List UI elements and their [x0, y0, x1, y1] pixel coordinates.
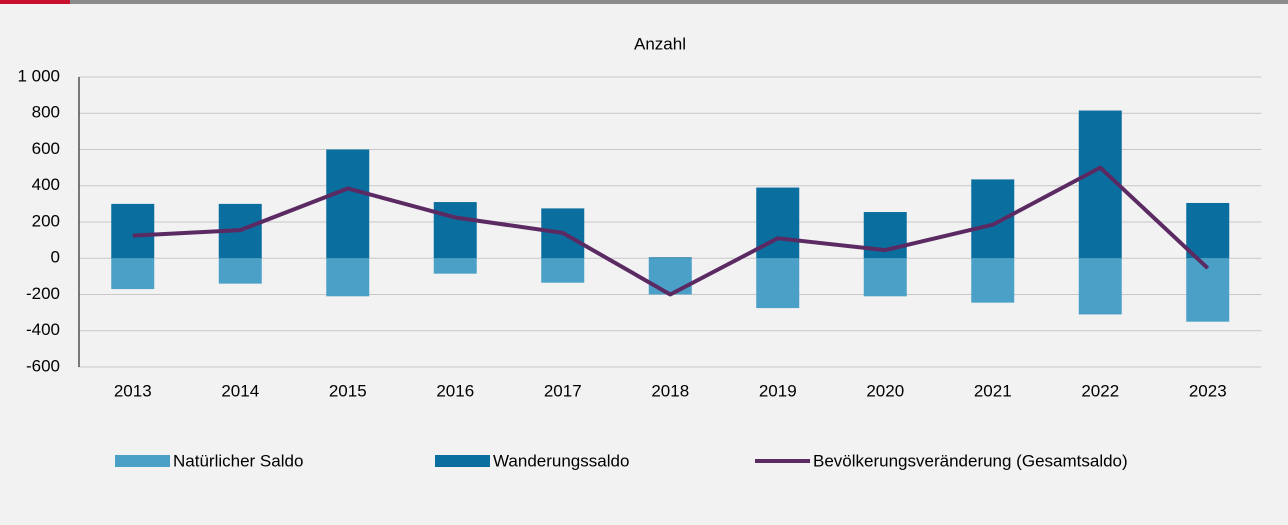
chart-title: Anzahl — [634, 34, 686, 53]
x-tick-label: 2018 — [651, 381, 689, 400]
y-tick-label: 800 — [32, 103, 60, 122]
x-tick-label: 2015 — [329, 381, 367, 400]
bar — [541, 258, 585, 283]
bar — [433, 202, 477, 259]
y-tick-label: 600 — [32, 139, 60, 158]
bar — [326, 149, 370, 259]
x-tick-label: 2014 — [221, 381, 259, 400]
bar — [111, 203, 155, 259]
legend-swatch — [115, 455, 170, 467]
y-tick-label: -400 — [26, 320, 60, 339]
bar — [433, 258, 477, 274]
bar — [218, 258, 262, 284]
y-tick-label: 400 — [32, 175, 60, 194]
y-tick-label: 1 000 — [17, 66, 60, 85]
x-tick-label: 2016 — [436, 381, 474, 400]
bar — [971, 258, 1015, 303]
bar — [863, 258, 907, 297]
top-accent — [0, 0, 70, 4]
x-tick-label: 2020 — [866, 381, 904, 400]
bar — [1078, 110, 1122, 259]
y-tick-label: 0 — [51, 248, 60, 267]
top-bar — [0, 0, 1288, 4]
bar — [648, 257, 692, 259]
legend-label: Wanderungssaldo — [493, 451, 629, 470]
legend-swatch — [435, 455, 490, 467]
y-tick-label: -200 — [26, 284, 60, 303]
x-tick-label: 2017 — [544, 381, 582, 400]
legend-label: Bevölkerungsveränderung (Gesamtsaldo) — [813, 451, 1128, 470]
legend-label: Natürlicher Saldo — [173, 451, 303, 470]
y-tick-label: 200 — [32, 211, 60, 230]
bar — [1186, 202, 1230, 259]
bar — [326, 258, 370, 297]
bar — [1078, 258, 1122, 315]
x-tick-label: 2013 — [114, 381, 152, 400]
line — [132, 165, 1210, 297]
bar — [756, 258, 800, 309]
x-tick-label: 2022 — [1081, 381, 1119, 400]
bar — [111, 258, 155, 290]
y-tick-label: -600 — [26, 356, 60, 375]
x-tick-label: 2023 — [1189, 381, 1227, 400]
bar — [1186, 258, 1230, 322]
x-tick-label: 2021 — [974, 381, 1012, 400]
bar — [648, 258, 692, 295]
x-tick-label: 2019 — [759, 381, 797, 400]
